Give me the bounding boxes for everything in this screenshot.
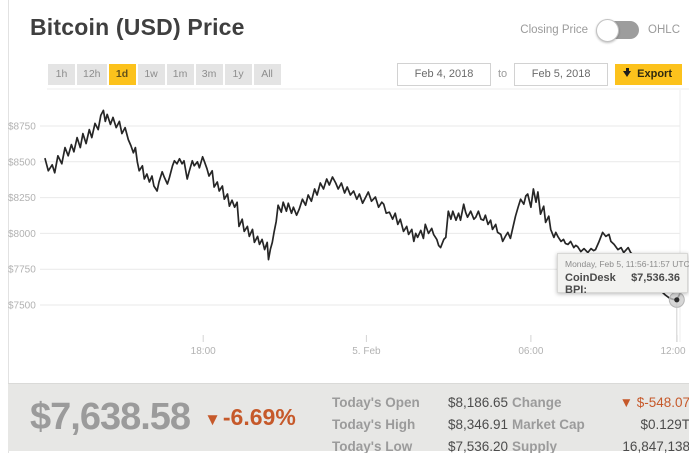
stat-row: Supply 16,847,138 bbox=[512, 435, 689, 453]
export-button-label: Export bbox=[637, 68, 672, 80]
stat-label: Today's Low bbox=[332, 438, 413, 453]
x-axis-label: 06:00 bbox=[518, 346, 543, 357]
date-to-word: to bbox=[497, 68, 508, 80]
stat-value: 16,847,138 bbox=[622, 438, 689, 453]
stat-row: Today's High $8,346.91 bbox=[332, 413, 508, 435]
x-axis-label: 5. Feb bbox=[352, 346, 381, 357]
range-button-1h[interactable]: 1h bbox=[48, 63, 75, 85]
y-axis-label: $8250 bbox=[8, 193, 36, 204]
range-button-1d[interactable]: 1d bbox=[108, 63, 136, 85]
tooltip-series-label: CoinDesk BPI: bbox=[565, 272, 616, 296]
stat-label: Today's Open bbox=[332, 394, 420, 410]
price-chart-svg[interactable]: $7500 $7750 $8000 $8250 $8500 $8750 18:00 5. Fe… bbox=[0, 88, 689, 378]
x-axis-label: 18:00 bbox=[191, 346, 216, 357]
y-axis-label: $8500 bbox=[8, 157, 36, 168]
price-chart: $7500 $7750 $8000 $8250 $8500 $8750 18:00 5. Fe… bbox=[0, 88, 689, 378]
range-button-1m[interactable]: 1m bbox=[166, 63, 194, 85]
stat-value: $8,186.65 bbox=[447, 394, 508, 410]
y-axis-label: $7750 bbox=[8, 265, 36, 276]
stat-row: Change ▼ $-548.07 bbox=[512, 391, 689, 413]
tooltip-price-value: $7,536.36 bbox=[631, 272, 680, 284]
stat-row: Today's Low $7,536.20 bbox=[332, 435, 508, 453]
stat-value: ▼ $-548.07 bbox=[619, 394, 689, 410]
today-stats-group: Today's Open $8,186.65 Today's High $8,346.… bbox=[332, 391, 508, 453]
stat-value: $0.129T bbox=[640, 416, 689, 432]
stat-value: $8,346.91 bbox=[447, 416, 508, 432]
tooltip-time: Monday, Feb 5, 11:56-11:57 UTC bbox=[565, 259, 689, 269]
range-button-3m[interactable]: 3m bbox=[195, 63, 223, 85]
page-title: Bitcoin (USD) Price bbox=[30, 14, 245, 40]
date-range-controls: to Export bbox=[396, 62, 682, 86]
closing-price-label: Closing Price bbox=[520, 24, 589, 36]
stat-row: Today's Open $8,186.65 bbox=[332, 391, 508, 413]
ohlc-label: OHLC bbox=[648, 24, 680, 36]
market-stats-group: Change ▼ $-548.07 Market Cap $0.129T Supply 1… bbox=[512, 391, 689, 453]
range-button-all[interactable]: All bbox=[253, 63, 281, 85]
stat-label: Change bbox=[512, 394, 562, 410]
export-button[interactable]: Export bbox=[615, 63, 682, 85]
current-price-block: $7,638.58 ▼-6.69% bbox=[30, 384, 296, 451]
stat-label: Market Cap bbox=[512, 416, 585, 432]
download-arrow-icon bbox=[623, 68, 632, 77]
price-line bbox=[44, 109, 681, 301]
price-mode-toggle[interactable] bbox=[596, 19, 640, 42]
summary-panel: $7,638.58 ▼-6.69% Today's Open $8,186.65 T… bbox=[8, 383, 689, 453]
cursor-marker-dot bbox=[674, 297, 680, 303]
y-axis-label: $8000 bbox=[8, 229, 36, 240]
window-edge-line bbox=[8, 0, 9, 453]
range-button-12h[interactable]: 12h bbox=[77, 63, 107, 85]
stat-label: Supply bbox=[512, 438, 558, 453]
x-axis-label: 12:00 bbox=[660, 346, 685, 357]
stat-value: $7,536.20 bbox=[447, 438, 508, 453]
y-axis-label: $8750 bbox=[8, 122, 36, 133]
range-button-1y[interactable]: 1y bbox=[224, 63, 252, 85]
stat-row: Market Cap $0.129T bbox=[512, 413, 689, 435]
range-button-1w[interactable]: 1w bbox=[137, 63, 165, 85]
price-change-percent: ▼-6.69% bbox=[204, 404, 296, 430]
price-mode-toggle-group: Closing Price OHLC bbox=[520, 19, 680, 42]
current-price: $7,638.58 bbox=[30, 396, 191, 438]
down-triangle-icon: ▼ bbox=[204, 410, 221, 429]
date-to-input[interactable] bbox=[514, 62, 609, 86]
stat-label: Today's High bbox=[332, 416, 416, 432]
range-buttons: 1h 12h 1d 1w 1m 3m 1y All bbox=[48, 63, 283, 85]
toggle-knob-icon bbox=[596, 19, 620, 42]
date-from-input[interactable] bbox=[396, 62, 491, 86]
chart-tooltip: Monday, Feb 5, 11:56-11:57 UTC CoinDesk … bbox=[557, 253, 689, 296]
y-axis-label: $7500 bbox=[8, 301, 36, 312]
